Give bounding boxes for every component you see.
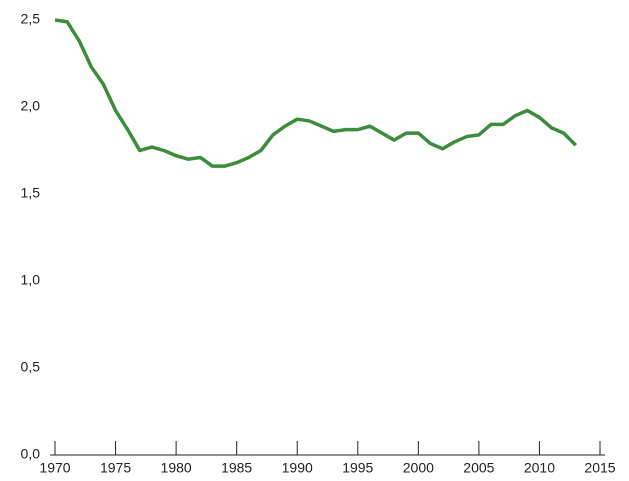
y-tick-label: 2,5 [21, 11, 41, 27]
y-tick-label: 1,0 [21, 272, 41, 288]
x-tick-label: 1990 [282, 460, 313, 476]
x-tick-label: 1995 [342, 460, 373, 476]
y-tick-label: 1,5 [21, 185, 41, 201]
x-tick-label: 1975 [100, 460, 131, 476]
data-line [54, 18, 578, 168]
y-tick-label: 0,0 [21, 446, 41, 462]
x-tick-label: 1985 [221, 460, 252, 476]
x-tick-label: 2000 [403, 460, 434, 476]
x-tick-label: 2010 [524, 460, 555, 476]
x-tick-label: 2005 [463, 460, 494, 476]
y-tick-label: 2,0 [21, 98, 41, 114]
y-tick-label: 0,5 [21, 359, 41, 375]
x-tick-label: 2015 [584, 460, 615, 476]
x-tick-label: 1980 [161, 460, 192, 476]
x-tick-label: 1970 [39, 460, 70, 476]
